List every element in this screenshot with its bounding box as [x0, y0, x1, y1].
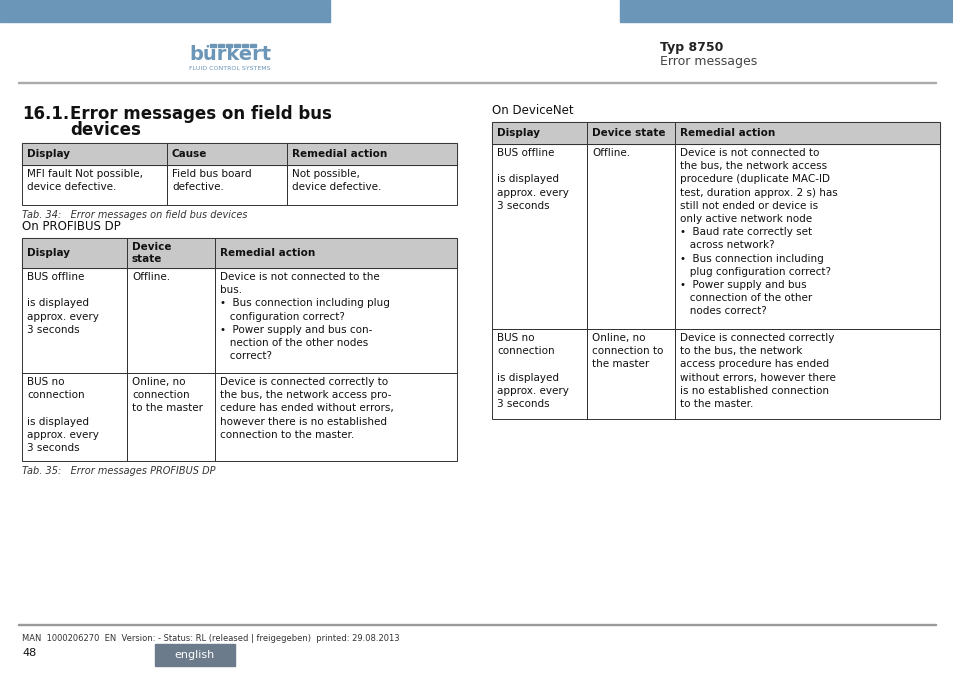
- Bar: [492, 122, 939, 144]
- Text: Display: Display: [497, 128, 539, 138]
- Text: Error messages: Error messages: [659, 55, 757, 69]
- Bar: [0, 0, 330, 22]
- Bar: [22, 373, 127, 461]
- Text: Device state: Device state: [592, 128, 665, 138]
- Text: BUS offline

is displayed
approx. every
3 seconds: BUS offline is displayed approx. every 3…: [497, 148, 568, 211]
- Text: Remedial action: Remedial action: [292, 149, 387, 159]
- Text: Device is connected correctly
to the bus, the network
access procedure has ended: Device is connected correctly to the bus…: [679, 333, 835, 409]
- Bar: [22, 268, 127, 373]
- Text: BUS offline

is displayed
approx. every
3 seconds: BUS offline is displayed approx. every 3…: [27, 272, 99, 334]
- Text: MAN  1000206270  EN  Version: - Status: RL (released | freigegeben)  printed: 29: MAN 1000206270 EN Version: - Status: RL …: [22, 634, 399, 643]
- Text: english: english: [174, 650, 214, 660]
- Bar: [242, 44, 248, 46]
- Text: Device
state: Device state: [132, 242, 172, 264]
- Text: Cause: Cause: [172, 149, 207, 159]
- Text: Tab. 35:   Error messages PROFIBUS DP: Tab. 35: Error messages PROFIBUS DP: [22, 466, 215, 476]
- Bar: [22, 238, 456, 268]
- Bar: [127, 268, 214, 373]
- Text: Online, no
connection to
the master: Online, no connection to the master: [592, 333, 662, 369]
- Bar: [250, 44, 255, 46]
- Bar: [218, 44, 224, 46]
- Bar: [586, 144, 675, 329]
- Text: MFI fault Not possible,
device defective.: MFI fault Not possible, device defective…: [27, 169, 143, 192]
- Bar: [619, 0, 953, 22]
- Bar: [22, 165, 167, 205]
- Text: devices: devices: [70, 121, 141, 139]
- Text: Not possible,
device defective.: Not possible, device defective.: [292, 169, 381, 192]
- Bar: [214, 268, 456, 373]
- Bar: [18, 82, 935, 83]
- Bar: [22, 143, 456, 165]
- Bar: [167, 165, 287, 205]
- Text: Remedial action: Remedial action: [220, 248, 314, 258]
- Text: On PROFIBUS DP: On PROFIBUS DP: [22, 220, 121, 233]
- Bar: [586, 329, 675, 419]
- Text: bürkert: bürkert: [189, 46, 271, 65]
- Text: Tab. 34:   Error messages on field bus devices: Tab. 34: Error messages on field bus dev…: [22, 210, 247, 220]
- Text: Device is not connected to the
bus.
•  Bus connection including plug
   configur: Device is not connected to the bus. • Bu…: [220, 272, 390, 361]
- Bar: [675, 122, 939, 144]
- Text: On DeviceNet: On DeviceNet: [492, 104, 573, 117]
- Bar: [586, 122, 675, 144]
- Text: Display: Display: [27, 149, 70, 159]
- Text: Typ 8750: Typ 8750: [659, 40, 722, 53]
- Bar: [210, 44, 215, 46]
- Bar: [22, 238, 127, 268]
- Text: Device is connected correctly to
the bus, the network access pro-
cedure has end: Device is connected correctly to the bus…: [220, 377, 394, 439]
- Text: Display: Display: [27, 248, 70, 258]
- Text: FLUID CONTROL SYSTEMS: FLUID CONTROL SYSTEMS: [189, 65, 271, 71]
- Bar: [22, 143, 167, 165]
- Text: Offline.: Offline.: [592, 148, 630, 158]
- Text: Online, no
connection
to the master: Online, no connection to the master: [132, 377, 203, 413]
- Bar: [675, 329, 939, 419]
- Text: Error messages on field bus: Error messages on field bus: [70, 105, 332, 123]
- Text: Field bus board
defective.: Field bus board defective.: [172, 169, 252, 192]
- Bar: [675, 144, 939, 329]
- Bar: [226, 44, 232, 46]
- Text: Remedial action: Remedial action: [679, 128, 775, 138]
- Bar: [127, 238, 214, 268]
- Bar: [18, 624, 935, 625]
- Text: 48: 48: [22, 648, 36, 658]
- Text: Device is not connected to
the bus, the network access
procedure (duplicate MAC-: Device is not connected to the bus, the …: [679, 148, 837, 316]
- Text: Offline.: Offline.: [132, 272, 170, 282]
- Text: BUS no
connection

is displayed
approx. every
3 seconds: BUS no connection is displayed approx. e…: [27, 377, 99, 453]
- Bar: [154, 644, 234, 666]
- Bar: [492, 122, 586, 144]
- Bar: [233, 44, 240, 46]
- Bar: [492, 329, 586, 419]
- Bar: [287, 143, 456, 165]
- Text: 16.1.: 16.1.: [22, 105, 70, 123]
- Bar: [167, 143, 287, 165]
- Text: BUS no
connection

is displayed
approx. every
3 seconds: BUS no connection is displayed approx. e…: [497, 333, 568, 409]
- Bar: [492, 144, 586, 329]
- Bar: [127, 373, 214, 461]
- Bar: [287, 165, 456, 205]
- Bar: [214, 238, 456, 268]
- Bar: [214, 373, 456, 461]
